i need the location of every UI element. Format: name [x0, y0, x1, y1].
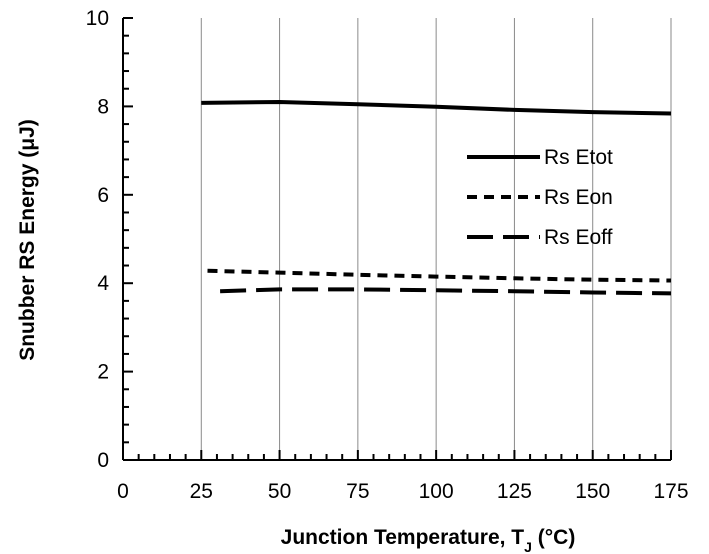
series-line-rs-eoff [220, 287, 672, 296]
x-tick-label: 175 [653, 480, 688, 503]
y-tick-label: 2 [97, 361, 109, 384]
x-tick-label: 150 [575, 480, 610, 503]
x-tick-label: 25 [190, 480, 213, 503]
legend-label: Rs Etot [544, 146, 613, 169]
axes [122, 17, 672, 461]
y-axis-title: Snubber RS Energy (μJ) [16, 119, 39, 361]
tick-labels: 0 25 50 75 100 125 150 175 0 2 4 6 8 10 [86, 7, 689, 503]
x-tick-label: 50 [268, 480, 291, 503]
legend-label: Rs Eon [544, 186, 613, 209]
legend-label: Rs Eoff [544, 226, 613, 249]
x-tick-label: 100 [419, 480, 454, 503]
x-tick-label: 75 [346, 480, 369, 503]
y-tick-label: 10 [86, 7, 109, 30]
x-axis-title: Junction Temperature, TJ (°C) [281, 526, 576, 554]
legend: Rs Etot Rs Eon Rs Eoff [467, 146, 613, 249]
series-line-rs-etot [201, 100, 672, 116]
series-lines [201, 100, 672, 296]
x-tick-label: 0 [117, 480, 129, 503]
y-tick-label: 8 [97, 95, 109, 118]
y-tick-label: 6 [97, 184, 109, 207]
series-line-rs-eon [207, 268, 672, 283]
x-tick-label: 125 [497, 480, 532, 503]
y-tick-label: 4 [97, 272, 109, 295]
y-tick-label: 0 [97, 449, 109, 472]
